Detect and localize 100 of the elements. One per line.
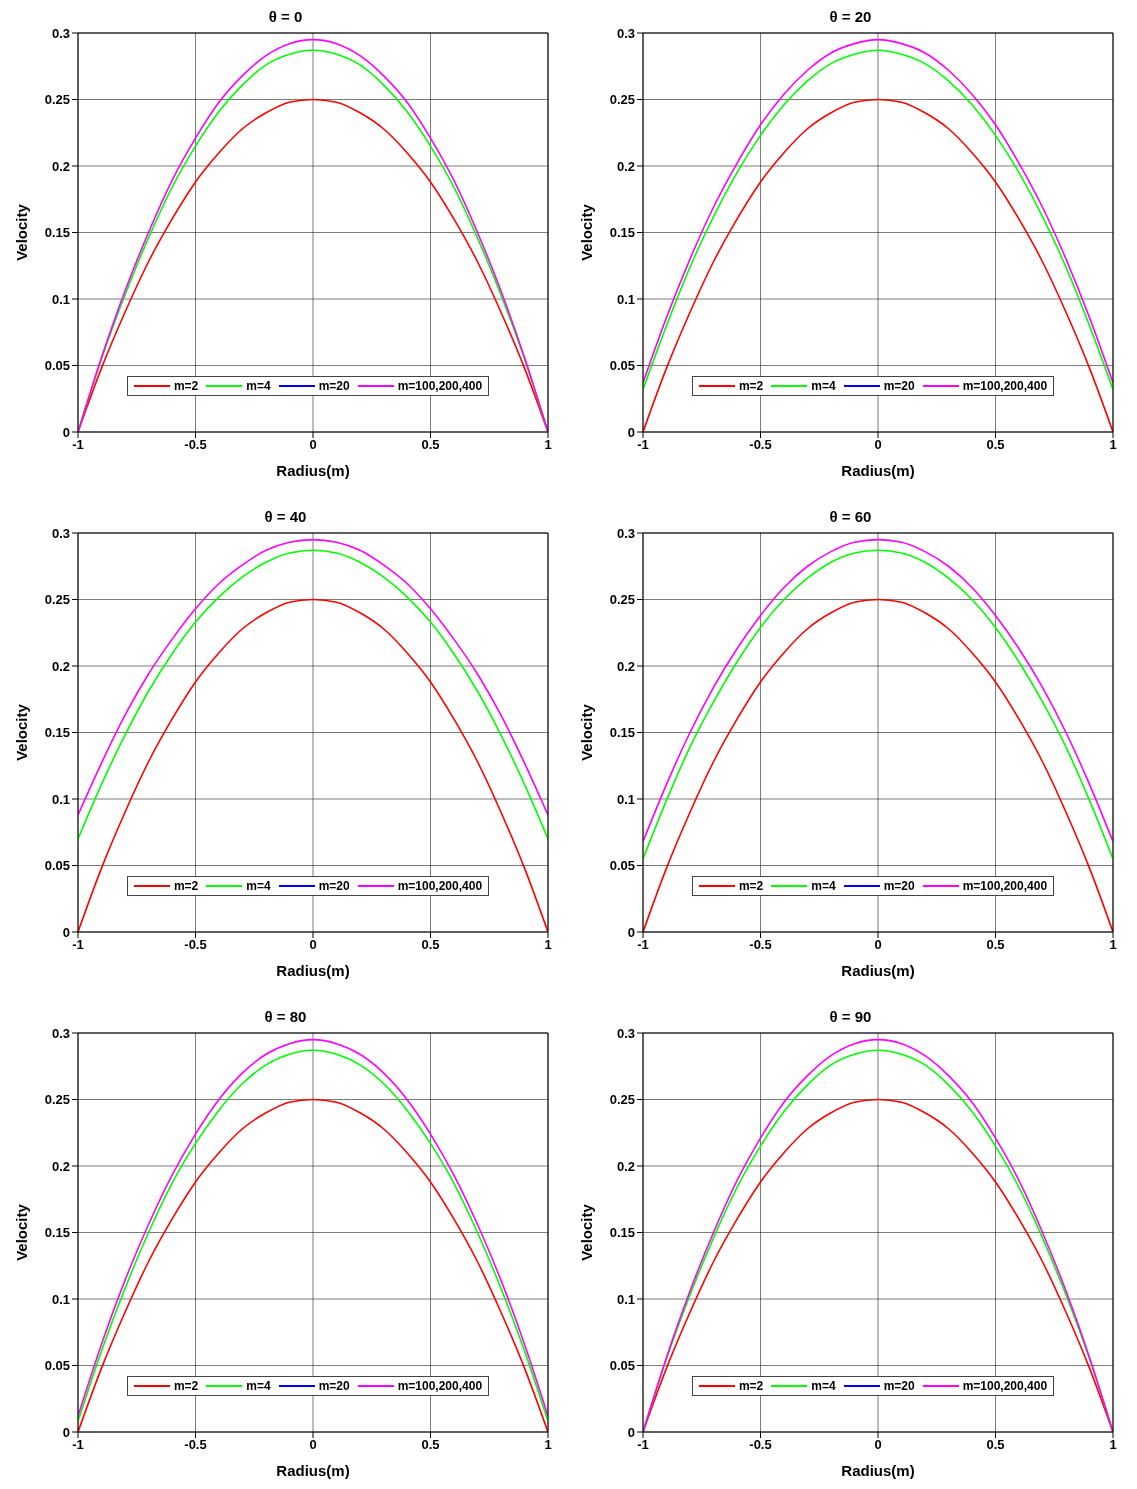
legend-label: m=2: [173, 1379, 199, 1393]
y-tick-label: 0.25: [609, 592, 635, 608]
x-tick-label: 0: [874, 1437, 882, 1453]
y-tick-label: 0.05: [44, 358, 70, 374]
x-tick-label: -1: [637, 437, 649, 453]
y-tick-label: 0.15: [44, 1225, 70, 1241]
x-tick-label: -0.5: [749, 1437, 772, 1453]
chart-title: θ = 20: [828, 8, 873, 26]
legend-label: m=20: [318, 1379, 350, 1393]
x-axis-title: Radius(m): [276, 1462, 350, 1479]
legend-label: m=4: [246, 1379, 271, 1393]
x-tick-label: -1: [637, 937, 649, 953]
y-axis-title: Velocity: [578, 203, 596, 261]
y-tick-label: 0.25: [609, 1092, 635, 1108]
x-tick-label: 0: [309, 437, 317, 453]
x-tick-label: 1: [1109, 1437, 1117, 1453]
y-tick-label: 0.3: [616, 25, 635, 41]
x-tick-label: 0.5: [421, 937, 440, 953]
x-tick-label: -0.5: [184, 937, 207, 953]
x-tick-label: -0.5: [184, 1437, 207, 1453]
y-tick-label: 0.1: [616, 791, 635, 807]
legend-label: m=2: [738, 1379, 764, 1393]
x-tick-label: -1: [637, 1437, 649, 1453]
y-tick-label: 0.15: [44, 725, 70, 741]
y-tick-label: 0.25: [44, 592, 70, 608]
chart-title: θ = 90: [828, 1008, 873, 1026]
y-tick-label: 0.05: [609, 858, 635, 874]
x-tick-label: -1: [72, 937, 84, 953]
x-tick-label: 0: [309, 1437, 317, 1453]
legend-label: m=20: [883, 1379, 915, 1393]
y-tick-label: 0.15: [609, 725, 635, 741]
y-tick-label: 0.3: [616, 525, 635, 541]
y-tick-label: 0.25: [44, 1092, 70, 1108]
x-tick-label: 1: [1109, 437, 1117, 453]
y-tick-label: 0.2: [616, 158, 635, 174]
y-tick-label: 0.3: [616, 1025, 635, 1041]
y-tick-label: 0.15: [609, 1225, 635, 1241]
chart-title: θ = 60: [828, 508, 873, 526]
legend-label: m=4: [246, 879, 271, 893]
chart-title: θ = 40: [263, 508, 308, 526]
x-tick-label: 1: [544, 437, 552, 453]
x-tick-label: 1: [544, 937, 552, 953]
legend-label: m=4: [246, 379, 271, 393]
y-tick-label: 0.1: [51, 1291, 70, 1307]
legend-label: m=20: [883, 379, 915, 393]
y-axis-title: Velocity: [13, 703, 31, 761]
y-tick-label: 0.25: [609, 92, 635, 108]
x-tick-label: 0.5: [421, 1437, 440, 1453]
y-tick-label: 0.2: [51, 658, 70, 674]
y-tick-label: 0: [62, 424, 70, 440]
x-tick-label: -1: [72, 1437, 84, 1453]
legend-label: m=100,200,400: [397, 879, 483, 893]
x-tick-label: 1: [544, 1437, 552, 1453]
y-tick-label: 0: [627, 924, 635, 940]
legend-label: m=2: [173, 879, 199, 893]
legend-label: m=100,200,400: [962, 879, 1048, 893]
y-tick-label: 0.1: [51, 791, 70, 807]
x-axis-title: Radius(m): [841, 1462, 915, 1479]
x-tick-label: -0.5: [184, 437, 207, 453]
x-tick-label: 0: [309, 937, 317, 953]
legend-label: m=2: [173, 379, 199, 393]
y-tick-label: 0: [62, 924, 70, 940]
x-tick-label: 0: [874, 437, 882, 453]
legend-label: m=4: [811, 879, 836, 893]
y-tick-label: 0.2: [51, 158, 70, 174]
x-tick-label: -1: [72, 437, 84, 453]
y-tick-label: 0.2: [616, 658, 635, 674]
legend-label: m=20: [318, 879, 350, 893]
y-axis-title: Velocity: [13, 1203, 31, 1261]
y-tick-label: 0.1: [616, 291, 635, 307]
y-tick-label: 0.05: [44, 858, 70, 874]
legend-label: m=100,200,400: [962, 379, 1048, 393]
x-tick-label: 0.5: [986, 1437, 1005, 1453]
y-axis-title: Velocity: [578, 1203, 596, 1261]
x-axis-title: Radius(m): [841, 462, 915, 479]
chart-title: θ = 80: [263, 1008, 308, 1026]
y-tick-label: 0.05: [44, 1358, 70, 1374]
legend-label: m=2: [738, 879, 764, 893]
y-tick-label: 0.2: [51, 1158, 70, 1174]
legend-label: m=100,200,400: [397, 1379, 483, 1393]
legend-label: m=20: [318, 379, 350, 393]
legend-label: m=100,200,400: [962, 1379, 1048, 1393]
y-axis-title: Velocity: [13, 203, 31, 261]
x-tick-label: -0.5: [749, 437, 772, 453]
x-axis-title: Radius(m): [276, 962, 350, 979]
y-tick-label: 0.15: [44, 225, 70, 241]
y-tick-label: 0: [627, 424, 635, 440]
chart-title: θ = 0: [267, 8, 304, 26]
y-tick-label: 0.2: [616, 1158, 635, 1174]
x-tick-label: 0.5: [421, 437, 440, 453]
y-tick-label: 0.3: [51, 1025, 70, 1041]
y-tick-label: 0.1: [616, 1291, 635, 1307]
y-tick-label: 0.15: [609, 225, 635, 241]
x-tick-label: 0.5: [986, 937, 1005, 953]
x-tick-label: 1: [1109, 937, 1117, 953]
legend-label: m=100,200,400: [397, 379, 483, 393]
legend-label: m=4: [811, 1379, 836, 1393]
y-tick-label: 0.3: [51, 25, 70, 41]
y-axis-title: Velocity: [578, 703, 596, 761]
y-tick-label: 0.05: [609, 1358, 635, 1374]
